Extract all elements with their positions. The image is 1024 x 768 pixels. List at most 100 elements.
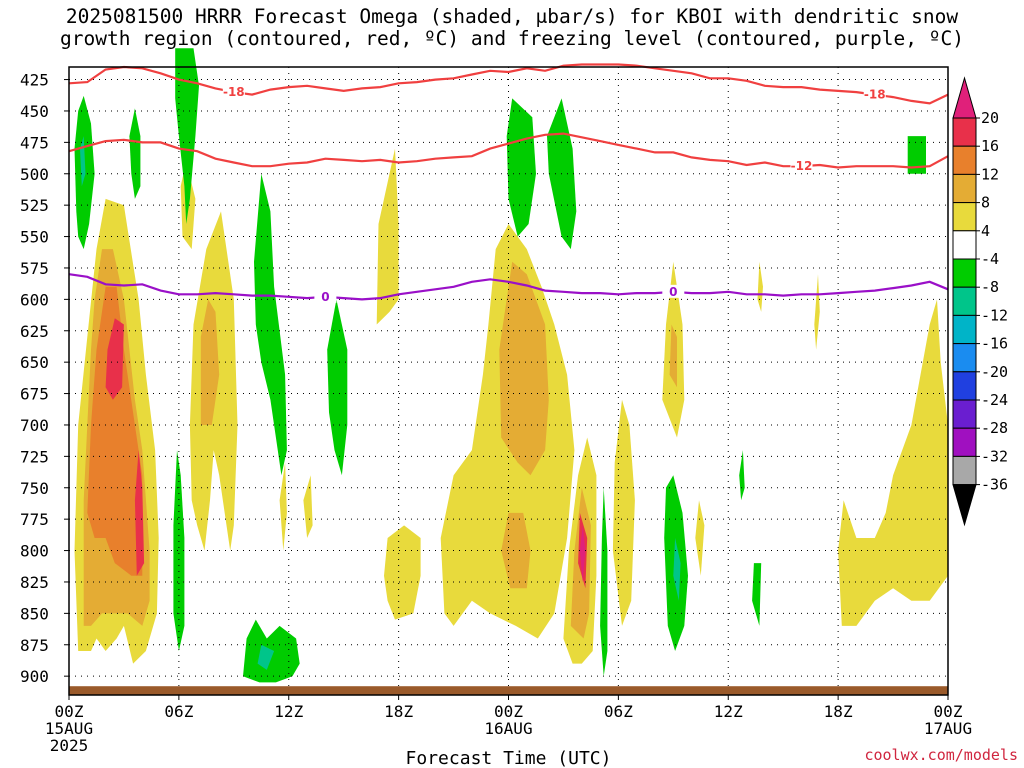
omega-region-30 [506,98,536,237]
y-tick-label: 575 [20,259,49,278]
contour-label: 0 [321,290,329,304]
y-tick-label: 525 [20,196,49,215]
chart-title-line2: growth region (contoured, red, ºC) and f… [60,27,964,50]
omega-region-6 [200,299,220,425]
y-tick-label: 775 [20,510,49,529]
omega-region-38 [752,563,762,626]
omega-region-15 [327,299,348,476]
omega-region-16 [384,525,421,620]
y-tick-label: 900 [20,667,49,686]
y-tick-label: 725 [20,447,49,466]
chart-title-line1: 2025081500 HRRR Forecast Omega (shaded, … [65,5,959,28]
x-tick-label: 06Z [604,702,633,721]
colorbar-label: 8 [981,194,990,212]
contour-label: -12 [791,159,813,173]
x-tick-label: 12Z [274,702,303,721]
colorbar-band [952,173,977,204]
colorbar-label: 12 [981,165,999,183]
x-tick-date: 16AUG [484,719,532,738]
y-tick-label: 675 [20,385,49,404]
contour-label-bg [314,289,337,303]
x-tick-date: 15AUG [45,719,93,738]
y-tick-label: 450 [20,102,49,121]
y-tick-label: 475 [20,133,49,152]
omega-region-8 [175,48,199,225]
omega-region-11 [129,108,141,199]
omega-region-37 [739,450,745,501]
colorbar-band [952,455,977,486]
colorbar-label: -28 [981,419,1008,437]
x-tick-year: 2025 [50,736,89,755]
omega-region-41 [838,299,948,626]
colorbar-band [952,117,977,147]
y-tick-label: 850 [20,604,49,623]
x-tick-label: 18Z [384,702,413,721]
x-tick-label: 06Z [164,702,193,721]
pressure-axis: 425 450 475 500 525 550 575 600 625 650 675 700 725 7… [20,71,69,686]
contour-label: -18 [864,88,886,102]
colorbar-band [952,371,977,401]
colorbar-label: -4 [981,250,999,268]
colorbar-arrow-bottom [952,484,977,527]
omega-region-12 [254,173,287,476]
x-tick-date: 17AUG [924,719,972,738]
ground-strip [69,686,948,695]
colorbar-band [952,202,977,232]
colorbar-band [952,343,977,373]
y-tick-label: 650 [20,353,49,372]
y-tick-label: 625 [20,322,49,341]
omega-region-13 [279,462,287,551]
omega-region-33 [673,538,681,601]
contour-label: 0 [669,285,677,299]
y-tick-label: 700 [20,416,49,435]
colorbar-band [952,314,977,345]
colorbar-label: -36 [981,476,1008,494]
colorbar-label: 4 [981,222,990,240]
omega-region-39 [814,274,820,350]
x-tick-label: 00Z [934,702,963,721]
x-axis-label: Forecast Time (UTC) [406,748,612,768]
y-tick-label: 825 [20,573,49,592]
colorbar-band [952,258,977,288]
contour-label-bg [222,85,245,99]
y-tick-label: 875 [20,636,49,655]
colorbar-label: -20 [981,363,1008,381]
colorbar-label: -16 [981,335,1008,353]
omega-region-3 [105,318,124,400]
contour-label-bg [790,159,813,173]
contour-line-2 [68,273,949,301]
omega-region-36 [695,500,705,576]
omega-region-40 [757,261,763,312]
omega-region-35 [669,324,677,388]
x-tick-label: 00Z [55,702,84,721]
omega-region-4 [134,450,145,576]
y-tick-label: 550 [20,228,49,247]
contour-label-bg [662,284,685,298]
colorbar-band [952,145,977,175]
omega-region-27 [579,525,586,582]
omega-region-42 [907,136,926,174]
y-tick-label: 600 [20,290,49,309]
x-tick-label: 00Z [494,702,523,721]
credit-text: coolwx.com/models [864,746,1018,764]
omega-region-23 [501,512,531,589]
contour-label-bg [863,87,886,101]
chart-title: 2025081500 HRRR Forecast Omega (shaded, … [0,6,1024,50]
colorbar-band [952,230,977,260]
temperature-contours: -18 -18 -12 0 0 [68,63,949,304]
dotted-grid [68,67,949,695]
omega-region-2 [87,286,143,576]
omega-region-19 [173,450,185,651]
contour-line-0 [68,63,949,105]
colorbar-band [952,399,977,429]
omega-region-18 [257,644,275,670]
colorbar: 20 16 12 8 4 -4 -8 -12 -16 -20 -24 -28 -32 -36 [952,76,1008,527]
colorbar-label: 20 [981,109,999,127]
omega-region-22 [499,261,549,476]
y-tick-label: 750 [20,479,49,498]
y-tick-label: 425 [20,71,49,90]
colorbar-label: -24 [981,391,1008,409]
x-tick-label: 12Z [714,702,743,721]
